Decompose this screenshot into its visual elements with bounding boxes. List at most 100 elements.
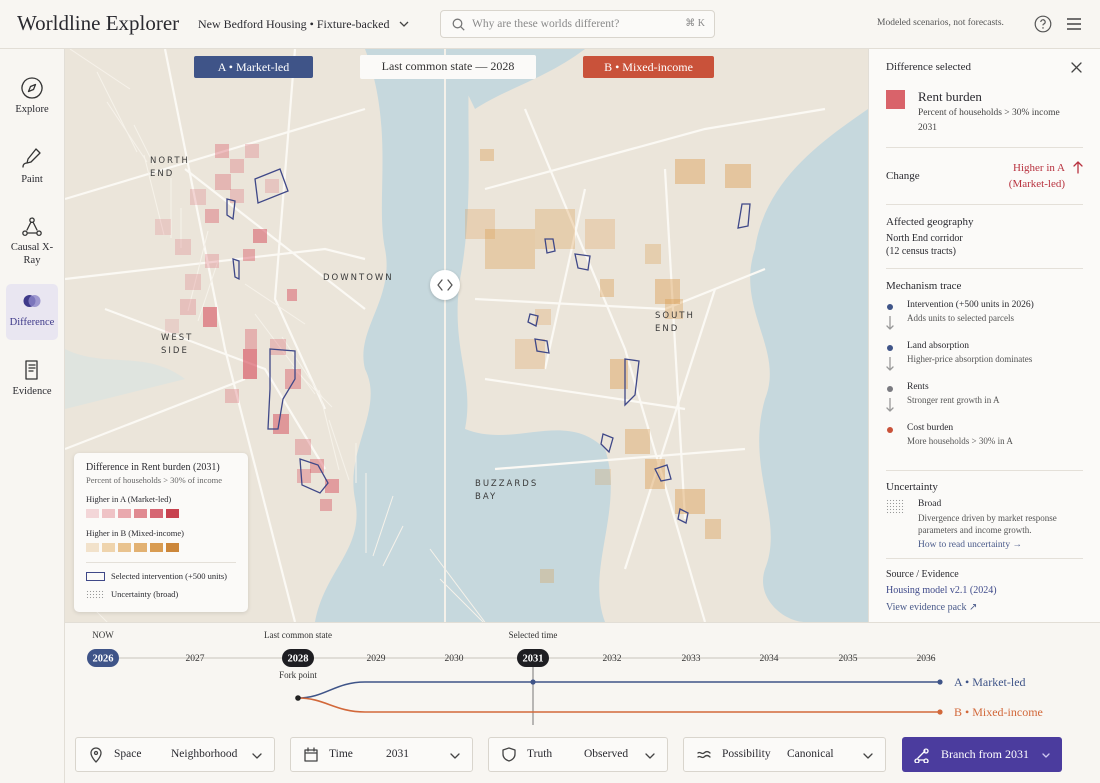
- tract-a: [185, 274, 201, 290]
- ramp-swatch: [118, 543, 131, 552]
- year-label: 2026: [93, 653, 114, 664]
- road: [273, 49, 327, 410]
- legend-label: Uncertainty (broad): [111, 589, 179, 599]
- source-link[interactable]: View evidence pack ↗: [886, 602, 978, 613]
- place-label: DOWNTOWN: [323, 273, 394, 283]
- icon[interactable]: [1070, 61, 1083, 74]
- ramp-swatch: [166, 543, 179, 552]
- tract-a: [273, 414, 289, 434]
- intervention-swatch: [86, 571, 105, 581]
- tract-b: [485, 229, 535, 269]
- control[interactable]: Truth Observed: [488, 737, 668, 772]
- tract-b: [535, 209, 575, 249]
- uncertainty-swatch: [886, 499, 905, 514]
- branch-label: A • Market-led: [954, 675, 1026, 689]
- nav-label: Evidence: [12, 386, 52, 397]
- ramp-swatch: [150, 509, 163, 518]
- street: [439, 578, 484, 622]
- branch-button[interactable]: Branch from 2031: [902, 737, 1062, 772]
- intervention-outline: [534, 338, 550, 354]
- legend-subtitle: Percent of households > 30% of income: [86, 475, 223, 485]
- search-icon: [452, 18, 465, 31]
- legend-ramp: [86, 543, 236, 552]
- step-title: Rents: [907, 382, 929, 392]
- road: [65, 377, 246, 451]
- intervention-outline: [226, 198, 236, 221]
- panel-section: Uncertainty Broad Divergence driven by mar…: [886, 471, 1083, 559]
- tract-a: [205, 254, 219, 268]
- branch-button-label: Branch from 2031: [941, 747, 1029, 761]
- year-pill[interactable]: [87, 649, 119, 667]
- swipe-handle[interactable]: [430, 270, 460, 300]
- ramp-swatch: [102, 509, 115, 518]
- shortcut: ⌘ K: [685, 18, 705, 29]
- ramp-swatch: [86, 543, 99, 552]
- water: [65, 349, 185, 409]
- tract-a: [253, 229, 267, 243]
- road: [484, 377, 686, 411]
- icon: [1073, 161, 1083, 174]
- year-pill[interactable]: [282, 649, 314, 667]
- mechanism-label: Mechanism trace: [886, 280, 962, 292]
- icon: [502, 747, 516, 762]
- intervention-outline: [544, 238, 556, 254]
- nav-item[interactable]: Explore: [6, 71, 58, 127]
- nav-item[interactable]: Causal X-Ray: [6, 209, 58, 266]
- intervention-outline: [267, 348, 296, 430]
- mechanism-step: Rents Stronger rent growth in A: [886, 382, 1083, 423]
- street: [244, 283, 306, 325]
- tract-b: [725, 164, 751, 188]
- branch-line: [297, 681, 940, 699]
- timeline-canvas: NOW Last common state Selected time 2026 202…: [87, 630, 1043, 726]
- world-b-tab[interactable]: B • Mixed-income: [583, 56, 714, 78]
- place-label: WEST SIDE: [161, 333, 194, 356]
- menu-button[interactable]: [1066, 17, 1082, 31]
- tract-b: [515, 339, 545, 369]
- intervention-outline: [299, 458, 329, 494]
- street: [197, 260, 219, 322]
- fork-label: Fork point: [279, 670, 317, 680]
- tract-a: [215, 174, 231, 190]
- metric-row: Rent burden Percent of households > 30% i…: [886, 89, 1083, 133]
- tract-b: [625, 429, 650, 454]
- tract-a: [230, 189, 244, 203]
- nav-item[interactable]: Paint: [6, 141, 58, 197]
- nav-label: Paint: [21, 174, 43, 185]
- year-pill[interactable]: [517, 649, 549, 667]
- fork-point: [295, 695, 301, 701]
- control[interactable]: Space Neighborhood: [75, 737, 275, 772]
- search-box[interactable]: Why are these worlds different? ⌘ K: [440, 10, 715, 38]
- place-label: SOUTH END: [655, 311, 695, 334]
- intervention-outline: [737, 203, 751, 229]
- road: [163, 49, 297, 622]
- control[interactable]: Time 2031: [290, 737, 473, 772]
- intervention-outline: [654, 464, 672, 482]
- year-label: 2030: [445, 654, 464, 664]
- icon: [645, 753, 655, 759]
- tract-b: [585, 219, 615, 249]
- street: [328, 419, 350, 481]
- project-selector[interactable]: New Bedford Housing • Fixture-backed: [198, 17, 409, 32]
- legend-row: Uncertainty (broad): [86, 589, 236, 599]
- nav-item[interactable]: Evidence: [6, 353, 58, 409]
- tract-b: [595, 469, 611, 485]
- ramp-swatch: [118, 509, 131, 518]
- tract-b: [705, 519, 721, 539]
- year-label: 2031: [523, 653, 544, 664]
- nav-label: Causal X-Ray: [10, 242, 54, 266]
- year-label: 2035: [839, 654, 858, 664]
- icon: [886, 398, 894, 412]
- detail-panel: Difference selected Rent burden Percent of…: [868, 49, 1100, 622]
- world-a-tab[interactable]: A • Market-led: [194, 56, 313, 78]
- uncertainty-label: Uncertainty: [886, 481, 938, 493]
- help-button[interactable]: [1034, 15, 1052, 33]
- source-value[interactable]: Housing model v2.1 (2024): [886, 585, 997, 596]
- road: [65, 247, 366, 281]
- uncertainty-value: Broad: [918, 499, 942, 509]
- uncertainty-link[interactable]: How to read uncertainty →: [918, 540, 1022, 550]
- icon: [23, 295, 41, 307]
- nav-item[interactable]: Difference: [6, 284, 58, 340]
- control-value: Canonical: [787, 748, 834, 760]
- panel-section: Affected geography North End corridor (12 …: [886, 205, 1083, 269]
- control[interactable]: Possibility Canonical: [683, 737, 886, 772]
